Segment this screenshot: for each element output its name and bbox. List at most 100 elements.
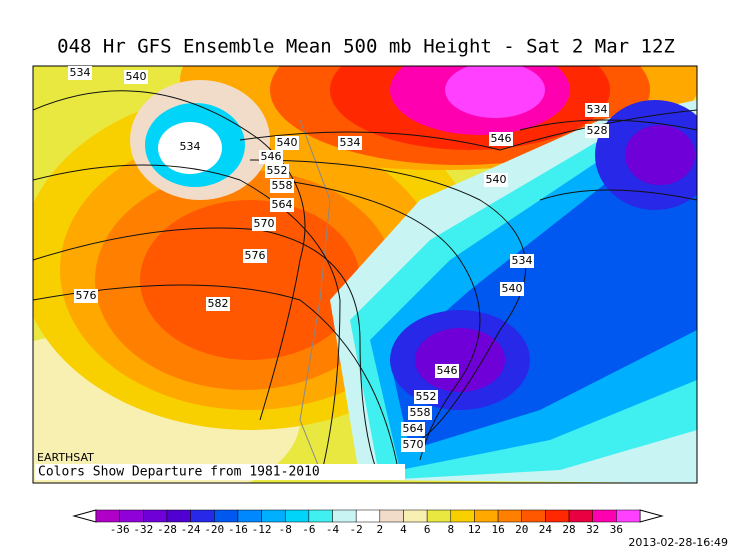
contour-label-box (484, 173, 508, 187)
map-frame (32, 65, 698, 484)
contour-label-box (206, 297, 230, 311)
contour-label: 570 (254, 217, 275, 230)
contour-label-box (178, 140, 202, 154)
colorbar-box (332, 509, 357, 523)
colorbar-box (545, 509, 570, 523)
contour-label-box (435, 364, 459, 378)
colorbar-box (592, 509, 617, 523)
contour-label-box (500, 282, 524, 296)
colorbar-box (237, 509, 262, 523)
contour-label: 576 (76, 289, 97, 302)
colorbar-box (355, 509, 381, 523)
colorbar-label: -16 (228, 523, 248, 536)
colorbar-box (95, 509, 120, 523)
contour-label: 534 (340, 136, 361, 149)
contour-label-box (259, 150, 283, 164)
contour-label-box (338, 136, 362, 150)
contour-label-box (270, 179, 294, 193)
colorbar-label: -20 (204, 523, 224, 536)
colorbar-label: 4 (400, 523, 407, 536)
contour-label: 546 (437, 364, 458, 377)
contour-label: 576 (245, 249, 266, 262)
colorbar-label: 2 (377, 523, 384, 536)
contour-label-box (74, 289, 98, 303)
colorbar-label: -36 (110, 523, 130, 536)
colorbar-box (521, 509, 546, 523)
contour-label: 546 (261, 150, 282, 163)
note-box (35, 464, 405, 480)
contour-label: 534 (70, 66, 91, 79)
colorbar-box (403, 509, 428, 523)
colorbar-label: 8 (447, 523, 454, 536)
contour-label-box (68, 66, 92, 80)
colorbar-label: -4 (326, 523, 340, 536)
colorbar-label: 36 (610, 523, 623, 536)
colorbar-label: 16 (491, 523, 504, 536)
colorbar-label: 12 (468, 523, 481, 536)
contour-label: 540 (277, 136, 298, 149)
note: Colors Show Departure from 1981-2010 (38, 465, 320, 480)
colorbar-box (143, 509, 168, 523)
contour-label-box (414, 390, 438, 404)
credit: EARTHSAT (37, 451, 94, 464)
colorbar-label: 6 (424, 523, 431, 536)
colorbar-box (474, 509, 499, 523)
colorbar-box (166, 509, 191, 523)
colorbar-label: 20 (515, 523, 528, 536)
contour-label-box (585, 103, 609, 117)
colorbar-box (426, 509, 452, 523)
contour-label-box (252, 217, 276, 231)
colorbar-box (190, 509, 215, 523)
contour-label-box (265, 164, 289, 178)
contour-label-box (489, 132, 513, 146)
colorbar-arrow-left (72, 509, 97, 523)
colorbar-label: 28 (562, 523, 575, 536)
contour-label: 570 (403, 438, 424, 451)
contour-label: 540 (502, 282, 523, 295)
contour-label: 546 (491, 132, 512, 145)
contour-label: 558 (272, 179, 293, 192)
contour-label: 540 (126, 70, 147, 83)
contour-label: 534 (180, 140, 201, 153)
colorbar-label: -6 (302, 523, 315, 536)
contour-label-box (124, 70, 148, 84)
contour-label: 564 (403, 422, 424, 435)
colorbar-box (450, 509, 475, 523)
map (33, 66, 697, 483)
contour-label: 528 (587, 124, 608, 137)
colorbar-box (568, 509, 593, 523)
contour-label-box (401, 438, 425, 452)
contour-label: 582 (208, 297, 229, 310)
colorbar-label: -2 (350, 523, 363, 536)
colorbar-label: -24 (181, 523, 201, 536)
title: 048 Hr GFS Ensemble Mean 500 mb Height -… (57, 36, 675, 58)
colorbar-box (119, 509, 144, 523)
contour-label-box (510, 254, 534, 268)
colorbar-label: 32 (586, 523, 599, 536)
colorbar-label: -32 (133, 523, 153, 536)
contour-label: 534 (587, 103, 608, 116)
contour-label: 540 (486, 173, 507, 186)
colorbar-label: 24 (539, 523, 553, 536)
contour-label: 552 (267, 164, 288, 177)
timestamp: 2013-02-28-16:49 (628, 536, 728, 549)
colorbar-label: -12 (252, 523, 272, 536)
contour-label: 534 (512, 254, 533, 267)
contour-label: 564 (272, 198, 293, 211)
colorbar-label: -28 (157, 523, 177, 536)
colorbar-box (497, 509, 522, 523)
contour-label: 558 (410, 406, 431, 419)
colorbar-label: -8 (279, 523, 292, 536)
colorbar-box (261, 509, 286, 523)
colorbar-box (308, 509, 333, 523)
contour-label-box (401, 422, 425, 436)
contour-label-box (408, 406, 432, 420)
contour-label: 552 (416, 390, 437, 403)
contour-label-box (275, 136, 299, 150)
contour-label-box (243, 249, 267, 263)
colorbar-box (284, 509, 310, 523)
colorbar-box (616, 509, 641, 523)
contour-label-box (585, 124, 609, 138)
colorbar-box (379, 509, 404, 523)
